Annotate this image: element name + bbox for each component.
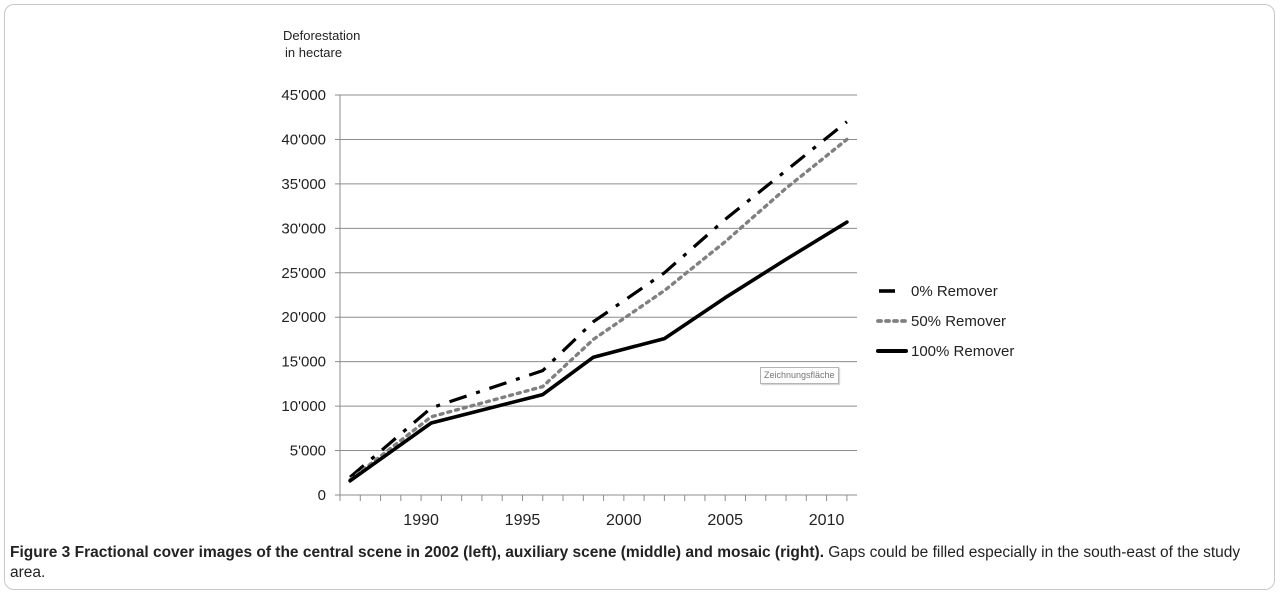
- figure-frame: [4, 4, 1275, 590]
- y-tick-label: 5'000: [290, 443, 326, 460]
- y-tick-label: 35'000: [281, 176, 326, 193]
- series-line-0-remover: [349, 120, 848, 479]
- y-tick-label: 25'000: [281, 265, 326, 282]
- axes: [335, 94, 857, 501]
- legend-label: 50% Remover: [911, 313, 1006, 330]
- x-tick-label: 1990: [403, 512, 439, 529]
- caption-title: Figure 3 Fractional cover images of the …: [10, 544, 824, 561]
- x-tick-label: 2010: [809, 512, 845, 529]
- plot-area-tooltip: Zeichnungsfläche: [760, 367, 839, 384]
- y-tick-label: 20'000: [281, 309, 326, 326]
- y-axis-label-line2: in hectare: [285, 45, 343, 60]
- y-tick-labels: 0 5'000 10'000 15'000 20'000 25'000 30'000 35'0…: [281, 87, 326, 504]
- y-axis-label: Deforestation in hectare: [283, 27, 360, 61]
- y-axis-label-line1: Deforestation: [283, 28, 361, 43]
- legend-label: 100% Remover: [911, 343, 1014, 360]
- x-tick-label: 2000: [606, 512, 642, 529]
- y-tick-label: 15'000: [281, 354, 326, 371]
- y-tick-label: 45'000: [281, 87, 326, 104]
- legend-label: 0% Remover: [911, 283, 998, 300]
- series-line-50-remover: [348, 137, 849, 482]
- legend: 0% Remover 50% Remover 100% Remover: [876, 283, 1014, 360]
- grid-lines: [340, 94, 857, 452]
- y-tick-label: 40'000: [281, 131, 326, 148]
- y-tick-label: 0: [318, 487, 326, 504]
- series-lines: [348, 120, 849, 483]
- x-tick-labels: 1990 1995 2000 2005 2010: [403, 512, 844, 529]
- caption-text: Gaps could be filled especially in the s…: [10, 544, 1241, 581]
- figure-caption: Figure 3 Fractional cover images of the …: [10, 543, 1270, 583]
- y-tick-label: 30'000: [281, 220, 326, 237]
- x-tick-label: 1995: [505, 512, 541, 529]
- y-tick-label: 10'000: [281, 398, 326, 415]
- series-line-100-remover: [348, 220, 849, 483]
- x-tick-label: 2005: [707, 512, 743, 529]
